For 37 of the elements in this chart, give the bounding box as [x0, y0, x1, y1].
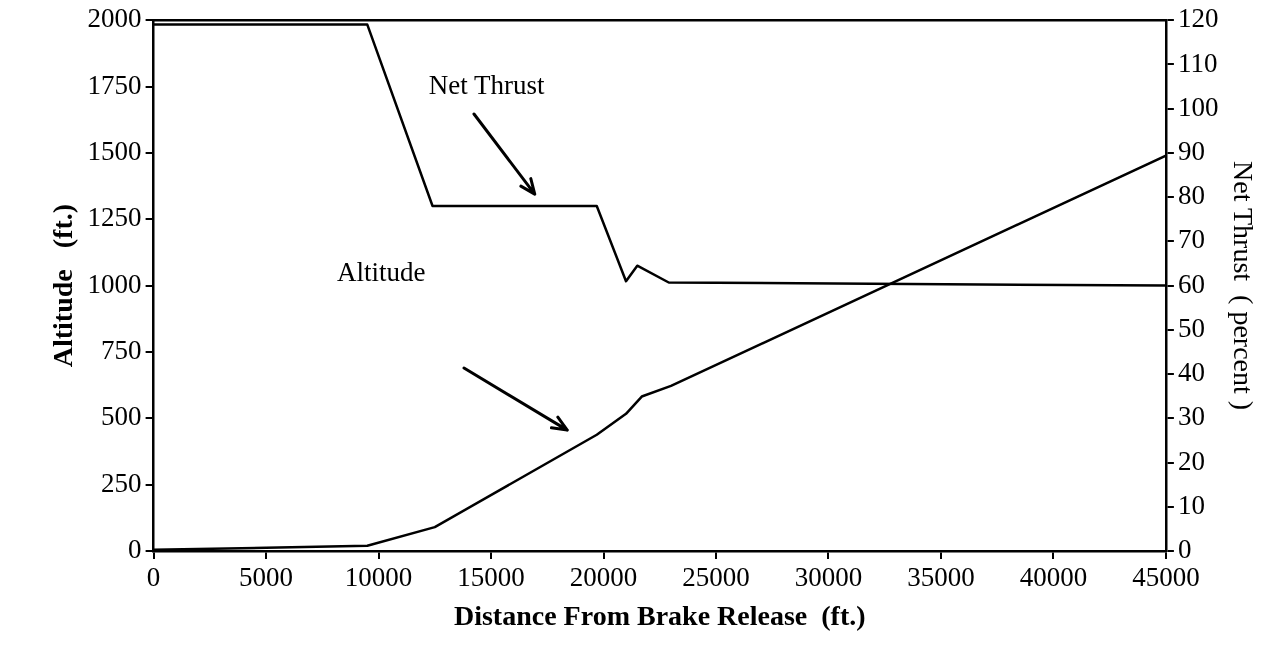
x-tick-label: 40000 [1019, 562, 1088, 593]
x-tick-label: 15000 [457, 562, 525, 593]
x-tick-label: 10000 [344, 562, 413, 593]
y2-tick-label: 100 [1177, 91, 1219, 122]
y2-tick-label: 40 [1177, 357, 1205, 388]
y-tick-label: 750 [101, 335, 142, 366]
y-tick-label: 500 [101, 401, 142, 432]
y2-tick-label: 60 [1177, 268, 1205, 299]
y2-tick-label: 110 [1177, 47, 1218, 78]
y2-tick-label: 120 [1177, 3, 1219, 34]
y-tick-label: 1750 [87, 69, 142, 100]
x-axis-title: Distance From Brake Release (ft.) [453, 600, 866, 632]
y-tick-label: 250 [101, 467, 142, 498]
y-tick-label: 0 [128, 534, 142, 565]
y2-tick-label: 50 [1177, 312, 1205, 343]
y2-tick-label: 80 [1177, 180, 1205, 211]
y-tick-label: 2000 [87, 3, 142, 34]
y2-tick-label: 20 [1177, 445, 1205, 476]
y2-tick-label: 30 [1177, 401, 1205, 432]
x-tick-label: 5000 [239, 562, 294, 593]
y-tick-label: 1500 [87, 135, 142, 166]
x-tick-label: 45000 [1132, 562, 1200, 593]
x-tick-label: 0 [146, 562, 161, 593]
y2-tick-label: 10 [1177, 489, 1205, 520]
y-tick-label: 1250 [87, 202, 142, 233]
x-tick-label: 20000 [569, 562, 638, 593]
annotation: Altitude [337, 257, 426, 288]
x-tick-label: 25000 [682, 562, 750, 593]
y-tick-label: 1000 [87, 268, 142, 299]
y2-axis-title: Net Thrust ( percent ) [1227, 161, 1259, 411]
x-tick-label: 35000 [907, 562, 975, 593]
y2-tick-label: 70 [1177, 224, 1205, 255]
y-axis-title: Altitude (ft.) [47, 203, 79, 368]
x-tick-label: 30000 [794, 562, 863, 593]
y2-tick-label: 0 [1177, 534, 1192, 565]
y2-tick-label: 90 [1177, 135, 1205, 166]
annotation: Net Thrust [428, 70, 546, 101]
